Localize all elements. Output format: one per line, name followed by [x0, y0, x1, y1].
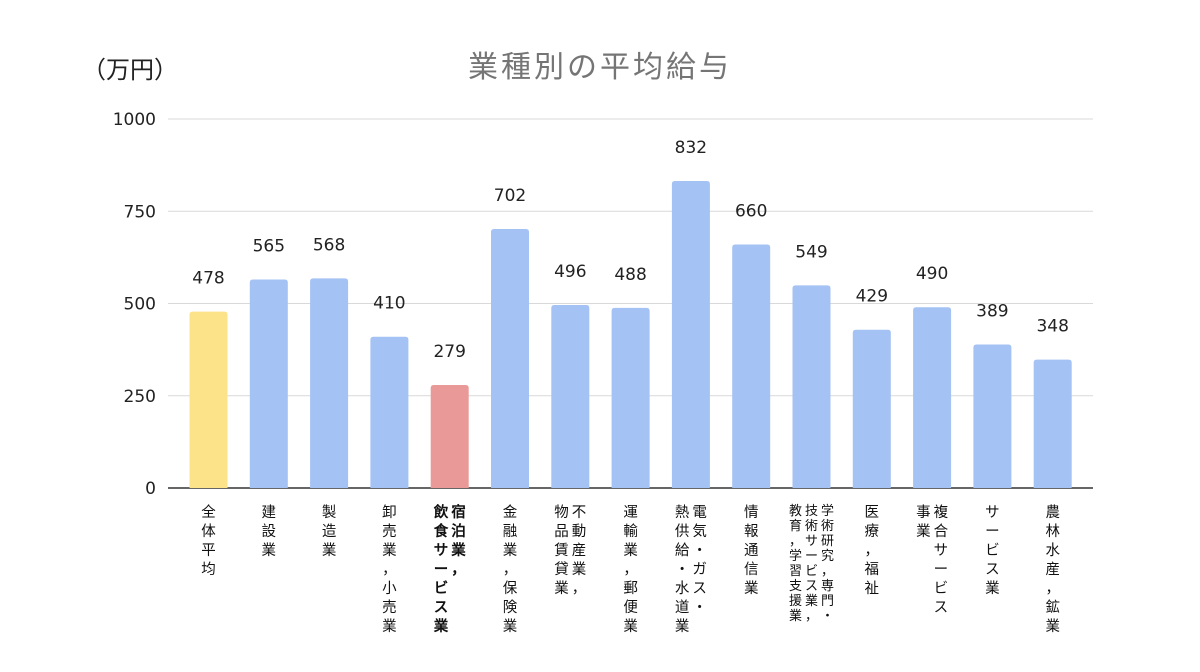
x-tick-label-line: 物品賃貸業 — [554, 505, 569, 597]
bar — [611, 307, 650, 488]
x-tick-label-line: 卸売業，小売業 — [382, 505, 397, 635]
x-tick-label: 医療，福祉 — [843, 504, 901, 664]
x-tick-label-line: 金融業，保険業 — [502, 505, 518, 635]
x-tick-label: 製造業 — [300, 504, 358, 664]
data-label: 549 — [795, 242, 827, 262]
x-tick-label-line: 教育，学習支援業 — [788, 504, 802, 624]
data-label: 488 — [614, 265, 646, 285]
x-tick-label-line: 事業 — [916, 505, 931, 540]
data-label: 389 — [976, 301, 1008, 321]
bar — [973, 344, 1012, 488]
x-tick-label-line: 熱供給・水道業 — [674, 505, 690, 635]
x-tick-label-line: サービス業 — [985, 505, 1000, 597]
x-tick-label-line: 技術サービス業， — [804, 504, 818, 624]
x-tick-label-line: 宿泊業， — [451, 505, 466, 578]
data-label: 702 — [494, 186, 526, 206]
data-label: 410 — [373, 294, 405, 314]
data-label: 565 — [253, 237, 285, 257]
x-tick-label: 運輸業，郵便業 — [602, 504, 660, 664]
data-label: 429 — [856, 287, 888, 307]
x-tick-label-line: 運輸業，郵便業 — [623, 505, 638, 635]
chart-title: 業種別の平均給与 — [468, 50, 732, 85]
bar — [189, 311, 228, 488]
x-tick-label-line: 不動産業， — [571, 505, 587, 597]
bar — [551, 304, 590, 488]
x-tick-label: 複合サービス事業 — [903, 504, 961, 664]
x-tick-label: 情報通信業 — [722, 504, 780, 664]
x-tick-label: 全体平均 — [180, 504, 238, 664]
y-unit-label: （万円） — [82, 56, 178, 84]
x-tick-label-line: 全体平均 — [201, 505, 216, 578]
x-tick-label: 宿泊業，飲食サービス業 — [421, 504, 479, 664]
bar — [792, 285, 831, 488]
y-tick-label: 1000 — [113, 110, 156, 130]
data-label: 660 — [735, 201, 767, 221]
x-tick-label: サービス業 — [963, 504, 1021, 664]
x-tick-label: 金融業，保険業 — [481, 504, 539, 664]
x-tick-label: 農林水産，鉱業 — [1024, 504, 1082, 664]
x-tick-label-line: 製造業 — [321, 505, 337, 559]
x-tick-label: 卸売業，小売業 — [360, 504, 418, 664]
bar — [249, 279, 288, 488]
data-label: 568 — [313, 235, 345, 255]
bar — [1033, 359, 1072, 488]
y-tick-label: 0 — [145, 479, 156, 499]
data-label: 478 — [192, 269, 224, 289]
y-tick-label: 750 — [124, 202, 156, 222]
data-label: 490 — [916, 264, 948, 284]
bar — [913, 307, 952, 488]
bar — [671, 180, 710, 488]
x-tick-label-line: 電気・ガス・ — [692, 505, 707, 616]
x-tick-label-line: 学術研究，専門・ — [821, 504, 835, 624]
data-label: 279 — [433, 342, 465, 362]
x-tick-label: 学術研究，専門・技術サービス業，教育，学習支援業 — [783, 504, 841, 664]
x-tick-label: 建設業 — [240, 504, 298, 664]
y-tick-label: 250 — [124, 387, 156, 407]
data-label: 832 — [675, 138, 707, 158]
x-tick-label: 電気・ガス・熱供給・水道業 — [662, 504, 720, 664]
x-tick-label-line: 建設業 — [261, 505, 277, 559]
x-tick-label-line: 複合サービス — [933, 505, 949, 616]
bar — [491, 228, 529, 488]
bar — [732, 244, 771, 488]
y-tick-label: 500 — [124, 295, 156, 315]
bar — [430, 385, 469, 488]
bar — [310, 278, 349, 488]
x-tick-label-line: 情報通信業 — [743, 505, 759, 597]
x-tick-label: 不動産業，物品賃貸業 — [541, 504, 599, 664]
bar — [852, 329, 891, 488]
x-tick-label-line: 農林水産，鉱業 — [1045, 505, 1060, 635]
x-tick-label-line: 飲食サービス業 — [433, 505, 449, 635]
data-label: 348 — [1036, 317, 1068, 337]
data-label: 496 — [554, 262, 586, 282]
x-tick-label-line: 医療，福祉 — [864, 505, 880, 597]
bar — [370, 336, 409, 488]
